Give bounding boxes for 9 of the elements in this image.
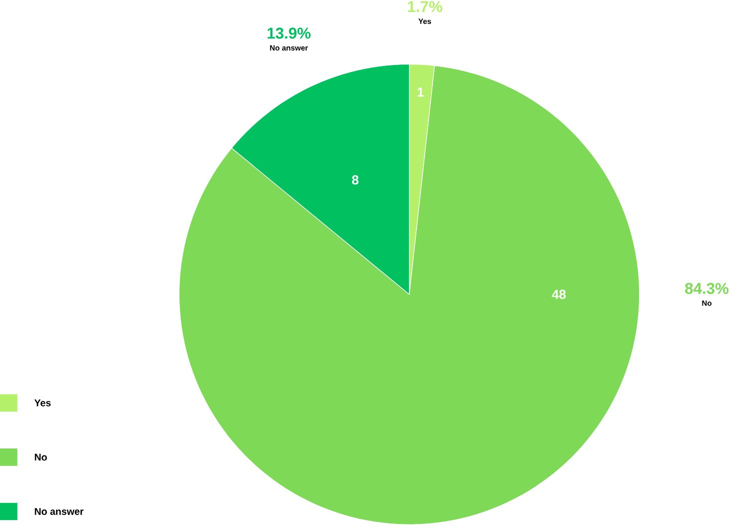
legend-label: Yes: [34, 400, 51, 406]
legend-label: No answer: [34, 508, 84, 515]
data-label: 8: [352, 175, 358, 185]
text: 84.3%: [685, 282, 729, 294]
legend-label: No: [34, 454, 47, 461]
text: 1.7%: [408, 1, 442, 12]
text: 13.9%: [268, 28, 311, 39]
data-label: 48: [552, 290, 566, 300]
data-label: 1: [418, 88, 424, 97]
